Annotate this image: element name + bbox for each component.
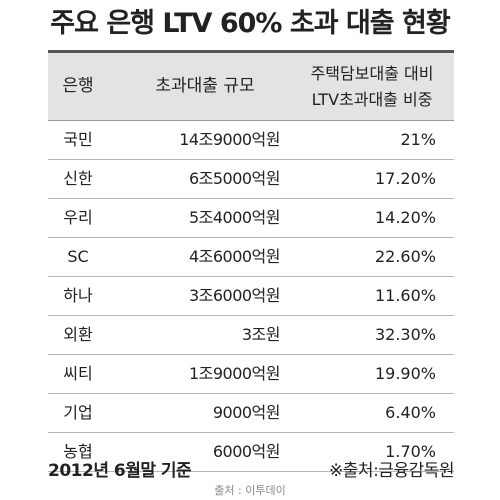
- cell-excess: 5조4000억원: [188, 208, 281, 227]
- table-row: 씨티 1조9000억원 19.90%: [48, 355, 454, 394]
- cell-ratio: 21%: [400, 130, 436, 149]
- table-row: 하나 3조6000억원 11.60%: [48, 277, 454, 316]
- cell-excess: 14조9000억원: [179, 130, 280, 149]
- table-top-rule: [48, 50, 454, 53]
- table-row: 신한 6조5000억원 17.20%: [48, 160, 454, 199]
- cell-excess: 3조원: [241, 325, 281, 344]
- cell-ratio: 11.60%: [374, 286, 436, 305]
- table-row: SC 4조6000억원 22.60%: [48, 238, 454, 277]
- header-excess-loans: 초과대출 규모: [155, 76, 255, 96]
- cell-bank: 우리: [63, 208, 93, 227]
- cell-ratio: 14.20%: [374, 208, 436, 227]
- cell-bank: 하나: [63, 286, 93, 305]
- header-ratio-line2: LTV초과대출 비중: [311, 90, 433, 109]
- page-title: 주요 은행 LTV 60% 초과 대출 현황: [50, 8, 450, 39]
- cell-excess: 6조5000억원: [188, 169, 281, 188]
- table-row: 국민 14조9000억원 21%: [48, 121, 454, 160]
- table-header: 은행 초과대출 규모 주택담보대출 대비 LTV초과대출 비중: [48, 53, 454, 121]
- table-row: 기업 9000억원 6.40%: [48, 394, 454, 433]
- cell-bank: 국민: [63, 130, 93, 149]
- date-note: 2012년 6월말 기준: [48, 461, 192, 481]
- cell-ratio: 6.40%: [385, 403, 436, 422]
- table-row: 우리 5조4000억원 14.20%: [48, 199, 454, 238]
- header-ratio-line1: 주택담보대출 대비: [310, 64, 434, 83]
- cell-excess: 6000억원: [212, 442, 281, 461]
- image-credit: 출처 : 이투데이: [214, 484, 286, 497]
- cell-bank: 신한: [63, 169, 93, 188]
- cell-ratio: 32.30%: [374, 325, 436, 344]
- cell-excess: 4조6000억원: [188, 247, 281, 266]
- cell-bank: 기업: [63, 403, 93, 422]
- header-bank: 은행: [62, 76, 94, 96]
- cell-bank: SC: [67, 247, 89, 266]
- table-row: 농협 6000억원 1.70%: [48, 433, 454, 472]
- cell-ratio: 22.60%: [374, 247, 436, 266]
- cell-excess: 3조6000억원: [188, 286, 281, 305]
- header-ratio: 주택담보대출 대비 LTV초과대출 비중: [294, 61, 450, 113]
- source-note: ※출처:금융감독원: [329, 461, 454, 481]
- cell-bank: 씨티: [63, 364, 93, 383]
- cell-ratio: 1.70%: [385, 442, 436, 461]
- cell-bank: 농협: [63, 442, 93, 461]
- cell-bank: 외환: [63, 325, 93, 344]
- cell-ratio: 17.20%: [374, 169, 436, 188]
- table-row: 외환 3조원 32.30%: [48, 316, 454, 355]
- cell-ratio: 19.90%: [374, 364, 436, 383]
- cell-excess: 1조9000억원: [188, 364, 281, 383]
- cell-excess: 9000억원: [212, 403, 281, 422]
